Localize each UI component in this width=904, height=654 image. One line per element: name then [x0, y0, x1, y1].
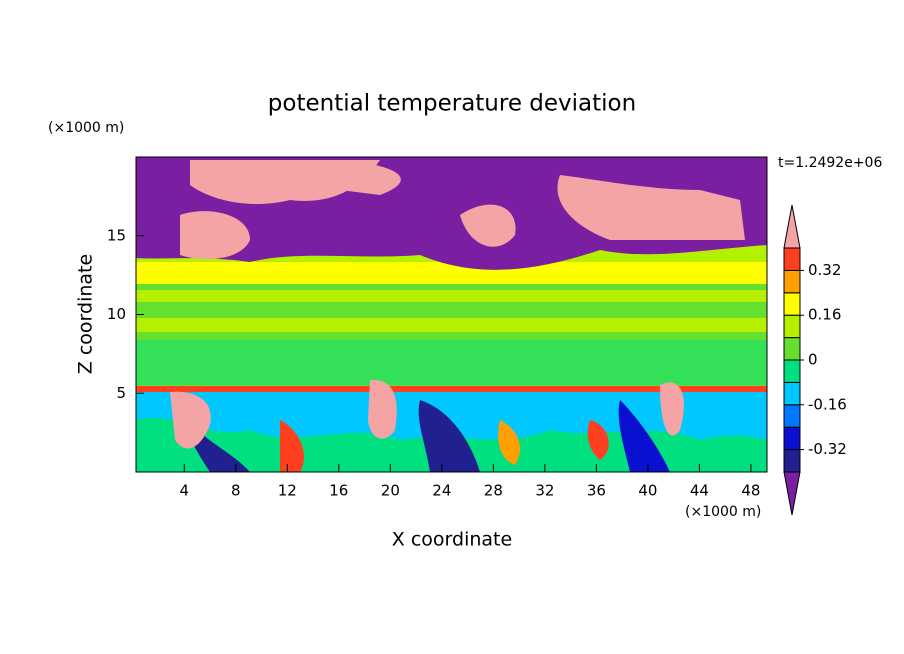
x-tick-label: 16 [329, 482, 348, 500]
x-tick-label: 32 [535, 482, 554, 500]
x-unit: (×1000 m) [685, 504, 761, 520]
colorbar-box [783, 359, 801, 383]
colorbar-tick-label: 0 [808, 351, 818, 369]
x-tick-label: 40 [638, 482, 657, 500]
colorbar-lower-triangle [783, 471, 801, 516]
y-unit: (×1000 m) [48, 120, 124, 136]
y-axis-label: Z coordinate [75, 254, 97, 374]
x-tick-label: 44 [690, 482, 709, 500]
colorbar-box [783, 292, 801, 316]
x-tick-label: 20 [381, 482, 400, 500]
colorbar-box [783, 314, 801, 339]
colorbar-tick-label: -0.16 [808, 395, 847, 413]
time-annotation: t=1.2492e+06 [778, 155, 882, 171]
x-axis-label: X coordinate [392, 529, 512, 551]
colorbar-box [783, 404, 801, 428]
x-tick-label: 12 [278, 482, 297, 500]
colorbar-upper-triangle [783, 204, 801, 249]
colorbar-box [783, 381, 801, 406]
y-tick-label: 15 [107, 226, 126, 244]
colorbar-box [783, 247, 801, 271]
x-tick-label: 48 [741, 482, 760, 500]
colorbar-tick-label: 0.32 [808, 261, 841, 279]
colorbar-box [783, 426, 801, 451]
x-tick-label: 28 [484, 482, 503, 500]
x-tick-label: 36 [587, 482, 606, 500]
colorbar-box [783, 337, 801, 361]
contour-field [136, 157, 767, 472]
colorbar-tick-label: 0.16 [808, 306, 841, 324]
y-tick-label: 10 [107, 305, 126, 323]
chart-title: potential temperature deviation [268, 91, 636, 117]
x-tick-label: 24 [432, 482, 451, 500]
colorbar-tick-label: -0.32 [808, 440, 847, 458]
y-tick-label: 5 [116, 384, 126, 402]
colorbar-box [783, 449, 801, 473]
x-tick-label: 4 [180, 482, 190, 500]
colorbar-box [783, 269, 801, 294]
x-tick-label: 8 [231, 482, 241, 500]
